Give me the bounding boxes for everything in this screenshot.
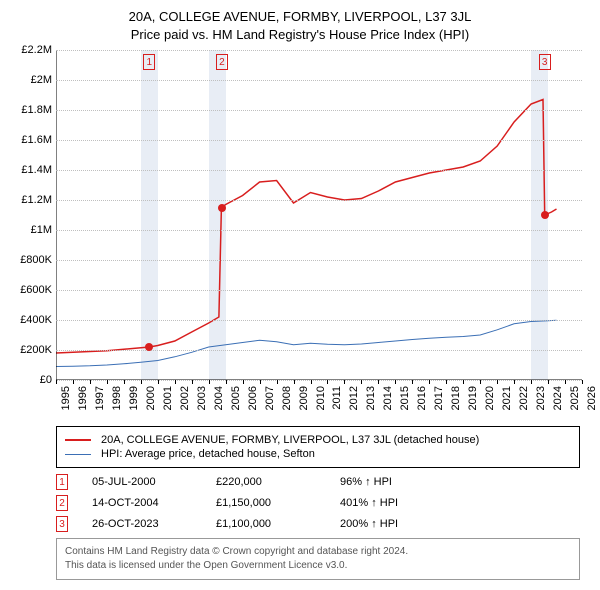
y-tick-label: £400K bbox=[8, 314, 52, 326]
x-tick-label: 2009 bbox=[298, 386, 310, 410]
x-tick-label: 1995 bbox=[60, 386, 72, 410]
x-tick-label: 2000 bbox=[145, 386, 157, 410]
series-property bbox=[56, 100, 557, 354]
sale-date: 26-OCT-2023 bbox=[92, 518, 192, 530]
sale-row-marker: 1 bbox=[56, 474, 68, 490]
legend-swatch bbox=[65, 439, 91, 441]
sale-price: £1,100,000 bbox=[216, 518, 316, 530]
x-tick-label: 2013 bbox=[365, 386, 377, 410]
x-tick-label: 2008 bbox=[281, 386, 293, 410]
grid-line bbox=[56, 170, 582, 171]
title-line-2: Price paid vs. HM Land Registry's House … bbox=[8, 26, 592, 44]
x-tick-label: 2005 bbox=[230, 386, 242, 410]
y-tick-label: £600K bbox=[8, 284, 52, 296]
y-tick-label: £1.8M bbox=[8, 104, 52, 116]
sale-row: 1 05-JUL-2000 £220,000 96% ↑ HPI bbox=[56, 474, 580, 490]
sale-row-marker: 3 bbox=[56, 516, 68, 532]
legend-swatch bbox=[65, 454, 91, 455]
grid-line bbox=[56, 290, 582, 291]
chart-plot-area: £0£200K£400K£600K£800K£1M£1.2M£1.4M£1.6M… bbox=[56, 50, 582, 380]
sale-marker: 2 bbox=[216, 54, 228, 70]
x-tick-label: 2014 bbox=[382, 386, 394, 410]
sale-row: 2 14-OCT-2004 £1,150,000 401% ↑ HPI bbox=[56, 495, 580, 511]
legend: 20A, COLLEGE AVENUE, FORMBY, LIVERPOOL, … bbox=[56, 426, 580, 468]
x-tick-label: 2003 bbox=[196, 386, 208, 410]
x-tick-label: 2018 bbox=[450, 386, 462, 410]
chart-svg bbox=[56, 50, 582, 380]
x-tick-label: 1999 bbox=[128, 386, 140, 410]
x-tick-label: 2023 bbox=[535, 386, 547, 410]
sale-point bbox=[145, 343, 153, 351]
sale-pct: 200% ↑ HPI bbox=[340, 518, 398, 530]
legend-item: HPI: Average price, detached house, Seft… bbox=[65, 447, 571, 461]
sale-pct: 401% ↑ HPI bbox=[340, 497, 398, 509]
grid-line bbox=[56, 260, 582, 261]
grid-line bbox=[56, 80, 582, 81]
sale-marker: 1 bbox=[143, 54, 155, 70]
x-tick-label: 2007 bbox=[264, 386, 276, 410]
x-tick-label: 1998 bbox=[111, 386, 123, 410]
x-tick-label: 1996 bbox=[77, 386, 89, 410]
y-tick-label: £1.6M bbox=[8, 134, 52, 146]
x-tick-label: 2021 bbox=[501, 386, 513, 410]
x-tick-label: 2022 bbox=[518, 386, 530, 410]
sale-price: £220,000 bbox=[216, 476, 316, 488]
y-tick-label: £2M bbox=[8, 74, 52, 86]
y-tick-label: £1M bbox=[8, 224, 52, 236]
footer-attribution: Contains HM Land Registry data © Crown c… bbox=[56, 538, 580, 580]
grid-line bbox=[56, 350, 582, 351]
chart-title: 20A, COLLEGE AVENUE, FORMBY, LIVERPOOL, … bbox=[8, 8, 592, 44]
grid-line bbox=[56, 140, 582, 141]
sales-table: 1 05-JUL-2000 £220,000 96% ↑ HPI 2 14-OCT-200… bbox=[56, 474, 580, 532]
sale-row-marker: 2 bbox=[56, 495, 68, 511]
x-tick-label: 2015 bbox=[399, 386, 411, 410]
x-tick-label: 2020 bbox=[484, 386, 496, 410]
sale-date: 14-OCT-2004 bbox=[92, 497, 192, 509]
title-line-1: 20A, COLLEGE AVENUE, FORMBY, LIVERPOOL, … bbox=[8, 8, 592, 26]
footer-line-1: Contains HM Land Registry data © Crown c… bbox=[65, 545, 571, 559]
footer-line-2: This data is licensed under the Open Gov… bbox=[65, 559, 571, 573]
grid-line bbox=[56, 50, 582, 51]
y-tick-label: £200K bbox=[8, 344, 52, 356]
x-tick-label: 2002 bbox=[179, 386, 191, 410]
x-tick-label: 2026 bbox=[586, 386, 598, 410]
sale-point bbox=[218, 204, 226, 212]
x-tick-label: 2010 bbox=[315, 386, 327, 410]
sale-date: 05-JUL-2000 bbox=[92, 476, 192, 488]
x-tick-label: 2001 bbox=[162, 386, 174, 410]
x-tick-label: 2024 bbox=[552, 386, 564, 410]
y-tick-label: £2.2M bbox=[8, 44, 52, 56]
x-tick-label: 2016 bbox=[416, 386, 428, 410]
legend-label: 20A, COLLEGE AVENUE, FORMBY, LIVERPOOL, … bbox=[101, 434, 479, 446]
legend-label: HPI: Average price, detached house, Seft… bbox=[101, 448, 315, 460]
series-hpi bbox=[56, 321, 557, 367]
x-tick-label: 2012 bbox=[348, 386, 360, 410]
x-tick-label: 2019 bbox=[467, 386, 479, 410]
x-axis: 1995 1996 1997 1998 1999 2000 2001 2002 2003 2004… bbox=[56, 380, 582, 420]
x-tick-label: 2006 bbox=[247, 386, 259, 410]
x-tick-label: 2025 bbox=[569, 386, 581, 410]
sale-price: £1,150,000 bbox=[216, 497, 316, 509]
grid-line bbox=[56, 110, 582, 111]
y-tick-label: £1.4M bbox=[8, 164, 52, 176]
grid-line bbox=[56, 200, 582, 201]
grid-line bbox=[56, 320, 582, 321]
y-tick-label: £0 bbox=[8, 374, 52, 386]
x-tick-label: 2017 bbox=[433, 386, 445, 410]
y-tick-label: £1.2M bbox=[8, 194, 52, 206]
legend-item: 20A, COLLEGE AVENUE, FORMBY, LIVERPOOL, … bbox=[65, 433, 571, 447]
sale-marker: 3 bbox=[539, 54, 551, 70]
sale-pct: 96% ↑ HPI bbox=[340, 476, 392, 488]
x-tick-label: 2004 bbox=[213, 386, 225, 410]
grid-line bbox=[56, 230, 582, 231]
x-tick-label: 2011 bbox=[331, 386, 343, 410]
y-tick-label: £800K bbox=[8, 254, 52, 266]
sale-row: 3 26-OCT-2023 £1,100,000 200% ↑ HPI bbox=[56, 516, 580, 532]
x-tick-label: 1997 bbox=[94, 386, 106, 410]
sale-point bbox=[541, 211, 549, 219]
